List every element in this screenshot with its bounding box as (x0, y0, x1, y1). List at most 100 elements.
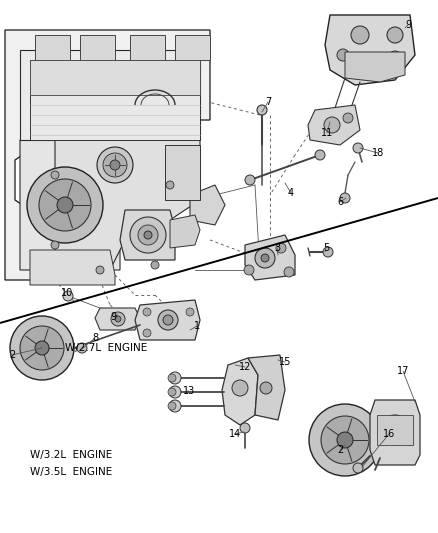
Circle shape (158, 310, 178, 330)
Circle shape (363, 53, 377, 67)
Polygon shape (35, 35, 70, 60)
Circle shape (245, 175, 255, 185)
Polygon shape (95, 308, 140, 330)
Text: 12: 12 (239, 362, 251, 372)
Text: 16: 16 (383, 429, 395, 439)
Circle shape (260, 382, 272, 394)
Text: 2: 2 (337, 445, 343, 455)
Polygon shape (55, 140, 200, 280)
Circle shape (261, 254, 269, 262)
Polygon shape (5, 30, 210, 280)
Circle shape (186, 308, 194, 316)
Circle shape (169, 386, 181, 398)
Circle shape (39, 179, 91, 231)
Circle shape (321, 416, 369, 464)
Circle shape (169, 372, 181, 384)
Circle shape (111, 312, 125, 326)
Polygon shape (245, 235, 295, 280)
Circle shape (240, 423, 250, 433)
Circle shape (324, 117, 340, 133)
Text: 1: 1 (194, 321, 200, 331)
Text: W/3.5L  ENGINE: W/3.5L ENGINE (30, 467, 112, 477)
Text: W/3.2L  ENGINE: W/3.2L ENGINE (30, 450, 112, 460)
Circle shape (387, 422, 403, 438)
Circle shape (284, 267, 294, 277)
Polygon shape (377, 415, 413, 445)
Circle shape (96, 266, 104, 274)
Text: 13: 13 (183, 386, 195, 396)
Circle shape (380, 415, 410, 445)
Text: W/2.7L  ENGINE: W/2.7L ENGINE (65, 343, 147, 353)
Circle shape (323, 247, 333, 257)
Circle shape (168, 374, 176, 382)
Text: 3: 3 (274, 243, 280, 253)
Circle shape (110, 160, 120, 170)
Polygon shape (130, 35, 165, 60)
Circle shape (20, 326, 64, 370)
Circle shape (351, 26, 369, 44)
Polygon shape (20, 130, 120, 270)
Polygon shape (120, 210, 175, 260)
Circle shape (309, 404, 381, 476)
Circle shape (144, 231, 152, 239)
Polygon shape (222, 358, 258, 425)
Text: 18: 18 (372, 148, 384, 158)
Circle shape (151, 261, 159, 269)
Polygon shape (190, 185, 225, 225)
Circle shape (232, 380, 248, 396)
Circle shape (35, 341, 49, 355)
Polygon shape (345, 52, 405, 82)
Circle shape (97, 147, 133, 183)
Circle shape (388, 51, 402, 65)
Text: 17: 17 (397, 366, 409, 376)
Circle shape (130, 217, 166, 253)
Polygon shape (248, 355, 285, 420)
Polygon shape (135, 300, 200, 340)
Text: 15: 15 (279, 357, 291, 367)
Text: 6: 6 (337, 197, 343, 207)
Polygon shape (165, 145, 200, 200)
Text: 4: 4 (288, 188, 294, 198)
Text: 9: 9 (405, 20, 411, 30)
Circle shape (257, 105, 267, 115)
Circle shape (343, 113, 353, 123)
Circle shape (168, 402, 176, 410)
Text: 7: 7 (265, 97, 271, 107)
Circle shape (163, 315, 173, 325)
Polygon shape (30, 60, 200, 95)
Circle shape (166, 181, 174, 189)
Polygon shape (30, 60, 200, 140)
Circle shape (168, 388, 176, 396)
Polygon shape (325, 15, 415, 85)
Circle shape (337, 432, 353, 448)
Circle shape (115, 316, 121, 322)
Circle shape (51, 241, 59, 249)
Polygon shape (170, 215, 200, 248)
Polygon shape (80, 35, 115, 60)
Circle shape (337, 49, 349, 61)
Text: 11: 11 (321, 128, 333, 138)
Circle shape (353, 463, 363, 473)
Circle shape (315, 150, 325, 160)
Circle shape (77, 343, 87, 353)
Polygon shape (30, 250, 115, 285)
Text: 5: 5 (323, 243, 329, 253)
Text: 9: 9 (110, 312, 116, 322)
Circle shape (143, 329, 151, 337)
Circle shape (63, 291, 73, 301)
Circle shape (143, 308, 151, 316)
Text: 10: 10 (61, 288, 73, 298)
Circle shape (27, 167, 103, 243)
Circle shape (353, 143, 363, 153)
Circle shape (340, 193, 350, 203)
Circle shape (255, 248, 275, 268)
Circle shape (244, 265, 254, 275)
Circle shape (57, 197, 73, 213)
Circle shape (138, 225, 158, 245)
Polygon shape (370, 400, 420, 465)
Circle shape (169, 400, 181, 412)
Circle shape (387, 27, 403, 43)
Polygon shape (175, 35, 210, 60)
Circle shape (10, 316, 74, 380)
Circle shape (51, 171, 59, 179)
